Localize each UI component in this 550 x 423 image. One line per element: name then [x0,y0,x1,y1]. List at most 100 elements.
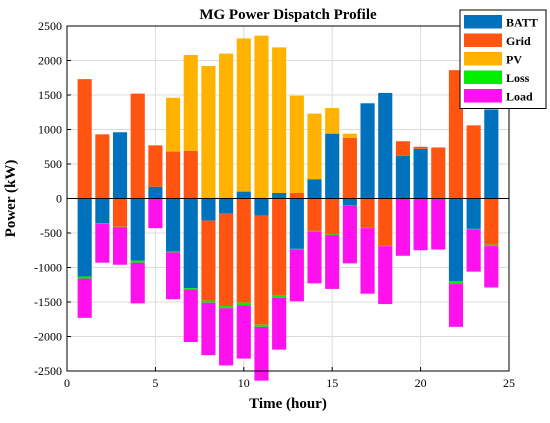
bar-pv-hour-7 [183,54,198,151]
bar-load-hour-19 [395,198,410,256]
bar-grid-hour-19 [395,141,410,156]
bar-load-hour-1 [77,278,92,318]
bar-grid-hour-3 [112,198,128,227]
y-tick-label: 2000 [38,54,62,68]
x-tick-label: 25 [503,376,515,390]
bar-load-hour-4 [130,262,145,304]
bar-load-hour-23 [466,229,481,272]
bar-pv-hour-9 [219,53,234,199]
bar-loss-hour-12 [272,295,287,298]
bar-batt-hour-8 [201,198,216,221]
bar-batt-hour-3 [112,132,128,199]
bar-loss-hour-7 [183,288,198,290]
legend-label-load: Load [506,90,533,104]
bar-grid-hour-23 [466,125,481,199]
bar-grid-hour-14 [307,198,322,231]
legend-label-batt: BATT [506,16,538,30]
y-tick-label: 1500 [38,88,62,102]
bar-batt-hour-4 [130,198,145,261]
legend-swatch-load [464,89,502,103]
bar-grid-hour-1 [77,79,92,199]
bar-grid-hour-5 [148,145,163,187]
bar-loss-hour-22 [448,281,464,285]
bar-loss-hour-18 [378,245,393,247]
bar-load-hour-13 [289,249,304,302]
bar-grid-hour-4 [130,93,145,199]
bar-loss-hour-15 [325,234,340,236]
bar-grid-hour-16 [342,137,357,199]
bar-pv-hour-8 [201,66,216,199]
legend: BATT Grid PV Loss Load [459,9,547,109]
bar-load-hour-16 [342,205,357,264]
bar-pv-hour-12 [272,47,287,193]
bar-grid-hour-9 [219,213,234,307]
y-tick-label: 0 [56,192,62,206]
bar-batt-hour-7 [183,198,198,289]
bar-load-hour-10 [236,305,251,359]
legend-swatch-batt [464,15,502,29]
bar-pv-hour-13 [289,95,304,193]
bar-batt-hour-12 [272,192,287,199]
x-axis-label: Time (hour) [249,396,327,412]
bar-load-hour-3 [112,227,128,265]
bar-loss-hour-9 [219,306,234,309]
bar-pv-hour-11 [254,35,269,199]
bar-load-hour-14 [307,231,322,284]
bar-grid-hour-20 [413,146,428,149]
bar-pv-hour-14 [307,113,322,180]
bar-grid-hour-24 [484,198,499,245]
bar-loss-hour-8 [201,300,216,303]
bar-batt-hour-14 [307,179,322,199]
bar-load-hour-11 [254,326,269,381]
bar-loss-hour-3 [112,226,128,228]
x-tick-label: 0 [64,376,70,390]
legend-swatch-pv [464,52,502,66]
bar-pv-hour-15 [325,108,340,134]
bar-batt-hour-23 [466,198,481,229]
bar-batt-hour-9 [219,198,234,214]
bar-load-hour-18 [378,246,393,305]
bar-grid-hour-10 [236,198,251,303]
bar-load-hour-8 [201,302,216,356]
legend-label-grid: Grid [506,34,531,48]
bar-load-hour-9 [219,308,234,366]
x-tick-label: 5 [152,376,158,390]
bar-load-hour-24 [484,246,499,288]
bar-load-hour-7 [183,289,198,343]
bar-pv-hour-10 [236,38,251,192]
bar-batt-hour-18 [378,92,393,199]
tick-layer: 0 5 10 15 20 25 -2500 -2000 -1500 -1000 -500 0 500 10… [34,19,515,390]
y-tick-label: 1000 [38,123,62,137]
bar-batt-hour-19 [395,155,410,199]
bar-load-hour-2 [95,224,110,263]
legend-swatch-grid [464,33,502,47]
y-tick-label: 500 [44,157,62,171]
bar-grid-hour-15 [325,198,340,235]
bar-loss-hour-6 [166,251,181,253]
bar-loss-hour-16 [342,205,357,206]
bar-grid-hour-2 [95,134,110,199]
bar-loss-hour-17 [360,227,375,229]
bar-grid-hour-21 [431,147,446,199]
bar-batt-hour-10 [236,191,251,199]
bar-grid-hour-8 [201,220,216,301]
bar-loss-hour-11 [254,324,269,327]
bar-load-hour-17 [360,228,375,294]
bar-batt-hour-22 [448,198,464,282]
y-tick-label: -500 [40,226,62,240]
y-tick-label: 2500 [38,19,62,33]
y-tick-label: -1500 [34,295,62,309]
bar-loss-hour-14 [307,230,322,232]
bar-grid-hour-12 [272,198,287,296]
legend-label-loss: Loss [506,71,530,85]
bar-grid-hour-18 [378,198,393,246]
bar-grid-hour-22 [448,70,464,199]
bar-load-hour-6 [166,252,181,300]
legend-swatch-loss [464,70,502,84]
y-axis-label: Power (kW) [3,160,19,238]
legend-label-pv: PV [506,53,522,67]
bar-load-hour-15 [325,235,340,289]
bar-loss-hour-10 [236,302,251,306]
bar-layer [77,35,499,381]
